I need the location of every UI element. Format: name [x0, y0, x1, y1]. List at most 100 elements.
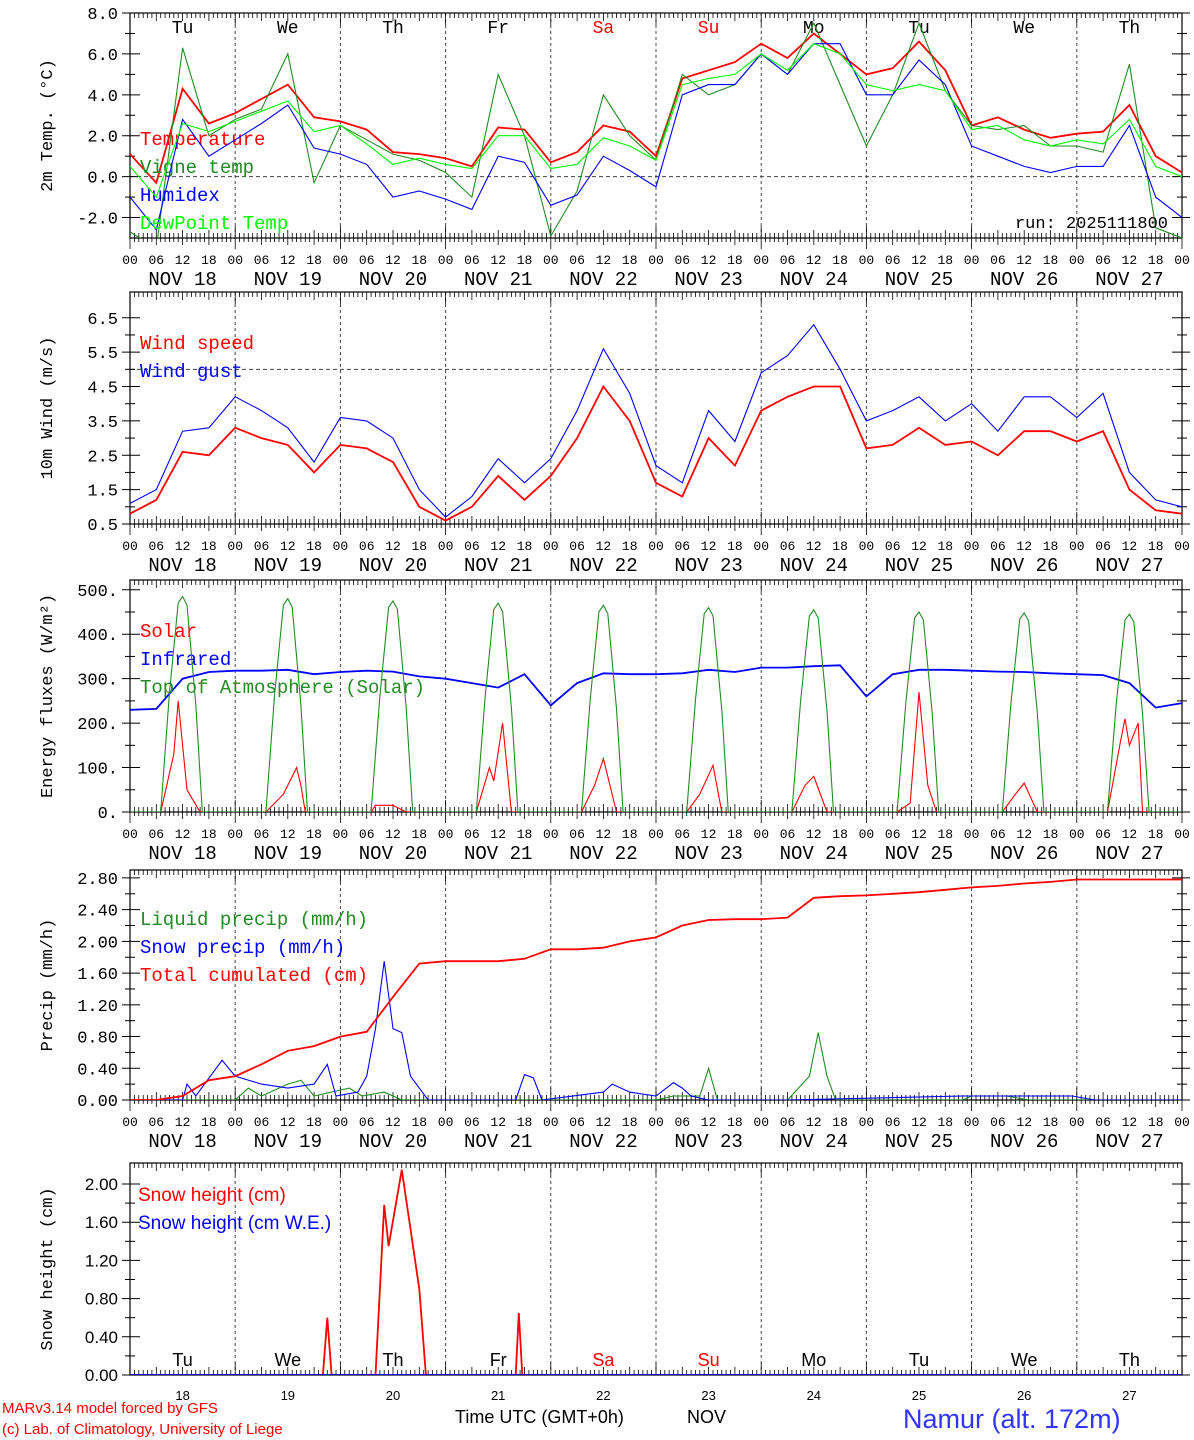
hour-tick-label: 00	[122, 539, 138, 554]
hour-tick-label: 12	[175, 1115, 191, 1130]
day-name-label: Fr	[490, 1350, 507, 1370]
hour-tick-label: 00	[543, 253, 559, 268]
hour-tick-label: 00	[1174, 253, 1190, 268]
series-line-temperature	[130, 32, 1182, 185]
day-name-label: Th	[382, 19, 404, 39]
hour-tick-label: 06	[464, 539, 480, 554]
y-tick-label: 6.0	[87, 47, 118, 66]
hour-tick-label: 00	[543, 539, 559, 554]
y-tick-label: 200.	[77, 716, 118, 735]
day-name-label: Th	[382, 1350, 403, 1370]
day-number-label: 20	[386, 1388, 400, 1403]
hour-tick-label: 00	[438, 827, 454, 842]
hour-tick-label: 12	[1122, 1115, 1138, 1130]
legend-entry: Wind speed	[140, 333, 254, 355]
hour-tick-label: 06	[359, 827, 375, 842]
date-label: NOV 19	[254, 555, 322, 577]
hour-tick-label: 12	[280, 539, 296, 554]
hour-tick-label: 12	[1122, 827, 1138, 842]
hour-tick-label: 18	[1043, 253, 1059, 268]
hour-tick-label: 18	[727, 827, 743, 842]
hour-tick-label: 00	[227, 827, 243, 842]
hour-tick-label: 00	[859, 827, 875, 842]
date-label: NOV 21	[464, 843, 532, 865]
day-number-label: 22	[596, 1388, 610, 1403]
date-label: NOV 18	[148, 1131, 216, 1153]
hour-tick-label: 00	[1069, 1115, 1085, 1130]
legend-entry: Humidex	[140, 185, 220, 207]
hour-tick-label: 06	[780, 539, 796, 554]
hour-tick-label: 18	[727, 1115, 743, 1130]
legend-entry: DewPoint Temp	[140, 213, 288, 235]
hour-tick-label: 18	[622, 1115, 638, 1130]
date-label: NOV 24	[780, 555, 848, 577]
series-line-snow-height-cm-	[130, 1169, 1182, 1375]
day-name-label: Sa	[592, 1350, 615, 1370]
hour-tick-label: 12	[596, 253, 612, 268]
y-tick-label: 0.80	[85, 1290, 118, 1309]
hour-tick-label: 06	[1095, 253, 1111, 268]
day-name-label: Sa	[593, 19, 615, 39]
hour-tick-label: 18	[517, 253, 533, 268]
date-label: NOV 27	[1095, 269, 1163, 291]
series-line-dewpoint-temp	[130, 43, 1182, 199]
date-label: NOV 27	[1095, 555, 1163, 577]
x-ticks	[129, 870, 1183, 1111]
hour-tick-label: 12	[1016, 539, 1032, 554]
hour-tick-label: 18	[1148, 1115, 1164, 1130]
hour-tick-label: 00	[1174, 539, 1190, 554]
hour-tick-label: 18	[937, 253, 953, 268]
hour-tick-label: 12	[1016, 253, 1032, 268]
y-tick-label: 2.0	[87, 129, 118, 148]
series-line-infrared	[130, 664, 1182, 711]
model-credit: MARv3.14 model forced by GFS	[2, 1400, 218, 1417]
y-tick-label: -2.0	[77, 211, 118, 230]
y-tick-label: 1.20	[85, 1251, 118, 1270]
y-tick-label: 2.5	[87, 448, 118, 467]
hour-tick-label: 18	[832, 539, 848, 554]
hour-tick-label: 00	[964, 1115, 980, 1130]
hour-tick-label: 12	[175, 253, 191, 268]
hour-tick-label: 18	[201, 827, 217, 842]
y-axis-title: 10m Wind (m/s)	[39, 337, 58, 480]
date-label: NOV 22	[569, 1131, 637, 1153]
hour-tick-label: 12	[385, 539, 401, 554]
hour-tick-label: 18	[201, 253, 217, 268]
hour-tick-label: 00	[333, 253, 349, 268]
hour-tick-label: 18	[832, 827, 848, 842]
date-label: NOV 23	[674, 1131, 742, 1153]
time-axis-label: Time UTC (GMT+0h)	[455, 1407, 624, 1427]
date-label: NOV 20	[359, 843, 427, 865]
panel-4: 0.00 0.40 0.80 1.20 1.60 2.00 2.40 2.80 Precip (…	[39, 869, 1190, 1153]
hour-tick-label: 06	[359, 253, 375, 268]
hour-tick-label: 06	[464, 1115, 480, 1130]
hour-tick-label: 06	[674, 1115, 690, 1130]
hour-tick-label: 12	[1016, 1115, 1032, 1130]
hour-tick-label: 12	[175, 827, 191, 842]
hour-tick-label: 00	[122, 827, 138, 842]
hour-tick-label: 06	[254, 539, 270, 554]
day-number-label: 21	[491, 1388, 505, 1403]
series-line-top-of-atmosphere-solar-	[130, 595, 1182, 812]
hour-tick-label: 12	[1122, 253, 1138, 268]
hour-tick-label: 06	[569, 827, 585, 842]
hour-tick-label: 12	[596, 1115, 612, 1130]
hour-tick-label: 18	[622, 827, 638, 842]
date-label: NOV 25	[885, 1131, 953, 1153]
date-label: NOV 23	[674, 843, 742, 865]
hour-tick-label: 12	[490, 253, 506, 268]
day-name-label: Su	[698, 1350, 720, 1370]
hour-tick-label: 00	[859, 1115, 875, 1130]
day-number-label: 18	[175, 1388, 189, 1403]
hour-tick-label: 00	[333, 1115, 349, 1130]
y-tick-label: 4.0	[87, 88, 118, 107]
date-label: NOV 22	[569, 269, 637, 291]
date-label: NOV 21	[464, 555, 532, 577]
hour-tick-label: 06	[674, 253, 690, 268]
y-tick-label: 0.80	[77, 1030, 118, 1049]
hour-tick-label: 00	[648, 1115, 664, 1130]
hour-tick-label: 18	[727, 539, 743, 554]
date-label: NOV 22	[569, 843, 637, 865]
day-number-label: 24	[807, 1388, 821, 1403]
hour-tick-label: 06	[464, 827, 480, 842]
